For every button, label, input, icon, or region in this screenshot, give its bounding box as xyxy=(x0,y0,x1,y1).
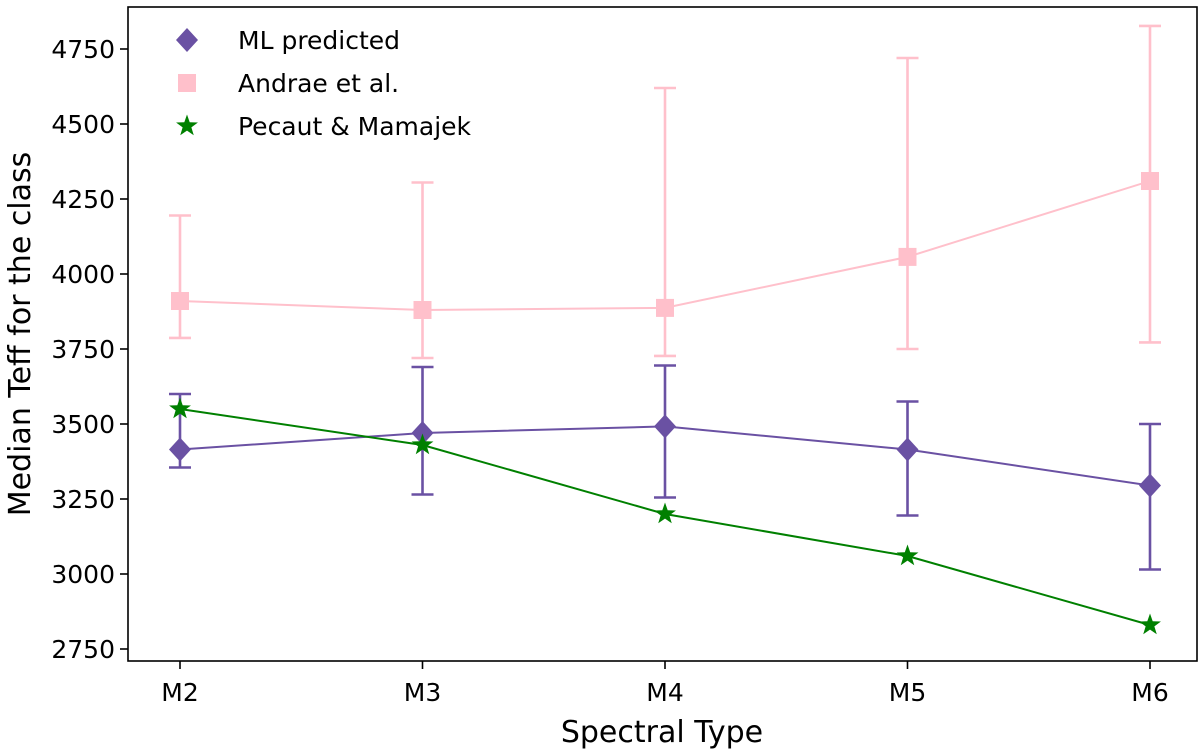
legend-item-ml-predicted: ML predicted xyxy=(176,26,400,55)
y-tick-label: 3500 xyxy=(51,410,115,439)
x-tick-label: M5 xyxy=(889,678,926,707)
y-tick-label: 4750 xyxy=(51,35,115,64)
data-point-pecaut-mamajek xyxy=(1139,613,1161,635)
data-point-andrae-et-al xyxy=(898,247,917,266)
data-point-pecaut-mamajek xyxy=(896,544,919,566)
legend-item-pecaut-mamajek: Pecaut & Mamajek xyxy=(176,112,472,141)
y-axis: 2750 3000 3250 3500 3750 4000 4250 4500 4750 xyxy=(51,35,128,664)
data-point-pecaut-mamajek xyxy=(169,397,191,419)
data-point-pecaut-mamajek xyxy=(411,433,434,455)
legend-marker-pecaut-mamajek xyxy=(176,114,198,136)
y-tick-label: 4250 xyxy=(51,185,115,214)
x-axis-label: Spectral Type xyxy=(561,715,763,750)
error-bar-andrae-et-al xyxy=(169,214,191,340)
legend-item-andrae-et-al: Andrae et al. xyxy=(178,69,399,98)
data-point-ml-predicted xyxy=(1139,473,1161,498)
legend-marker-andrae-et-al xyxy=(178,74,196,92)
legend: ML predicted Andrae et al. Pecaut & Mamaje… xyxy=(176,26,472,141)
x-tick-label: M3 xyxy=(404,678,441,707)
data-point-andrae-et-al xyxy=(171,292,189,310)
x-tick-label: M6 xyxy=(1131,678,1168,707)
plot-area xyxy=(169,24,1161,635)
y-axis-label: Median Teff for the class xyxy=(3,152,38,517)
legend-marker-ml-predicted xyxy=(176,28,198,52)
data-point-pecaut-mamajek xyxy=(654,502,676,524)
y-tick-label: 3250 xyxy=(51,485,115,514)
data-point-ml-predicted xyxy=(169,437,191,462)
axes-frame xyxy=(127,6,1198,662)
x-tick-label: M2 xyxy=(161,678,198,707)
legend-label-andrae-et-al: Andrae et al. xyxy=(238,69,399,98)
data-point-ml-predicted xyxy=(411,421,434,445)
legend-label-ml-predicted: ML predicted xyxy=(238,26,400,55)
legend-label-pecaut-mamajek: Pecaut & Mamajek xyxy=(238,112,472,141)
data-point-andrae-et-al xyxy=(656,298,674,317)
error-bar-andrae-et-al xyxy=(896,56,919,351)
x-tick-label: M4 xyxy=(646,678,683,707)
y-tick-label: 3000 xyxy=(51,560,115,589)
data-point-andrae-et-al xyxy=(413,301,432,319)
y-tick-label: 3750 xyxy=(51,335,115,364)
data-point-ml-predicted xyxy=(654,414,676,439)
y-tick-label: 4500 xyxy=(51,110,115,139)
series-andrae-et-al xyxy=(169,24,1161,360)
x-axis: M2 M3 M4 M5 M6 xyxy=(161,661,1169,707)
data-point-ml-predicted xyxy=(896,437,919,462)
error-bar-andrae-et-al xyxy=(411,181,434,360)
series-pecaut-mamajek xyxy=(169,397,1161,635)
y-tick-label: 4000 xyxy=(51,260,115,289)
series-ml-predicted xyxy=(169,364,1161,571)
y-tick-label: 2750 xyxy=(51,635,115,664)
data-point-andrae-et-al xyxy=(1141,172,1159,190)
